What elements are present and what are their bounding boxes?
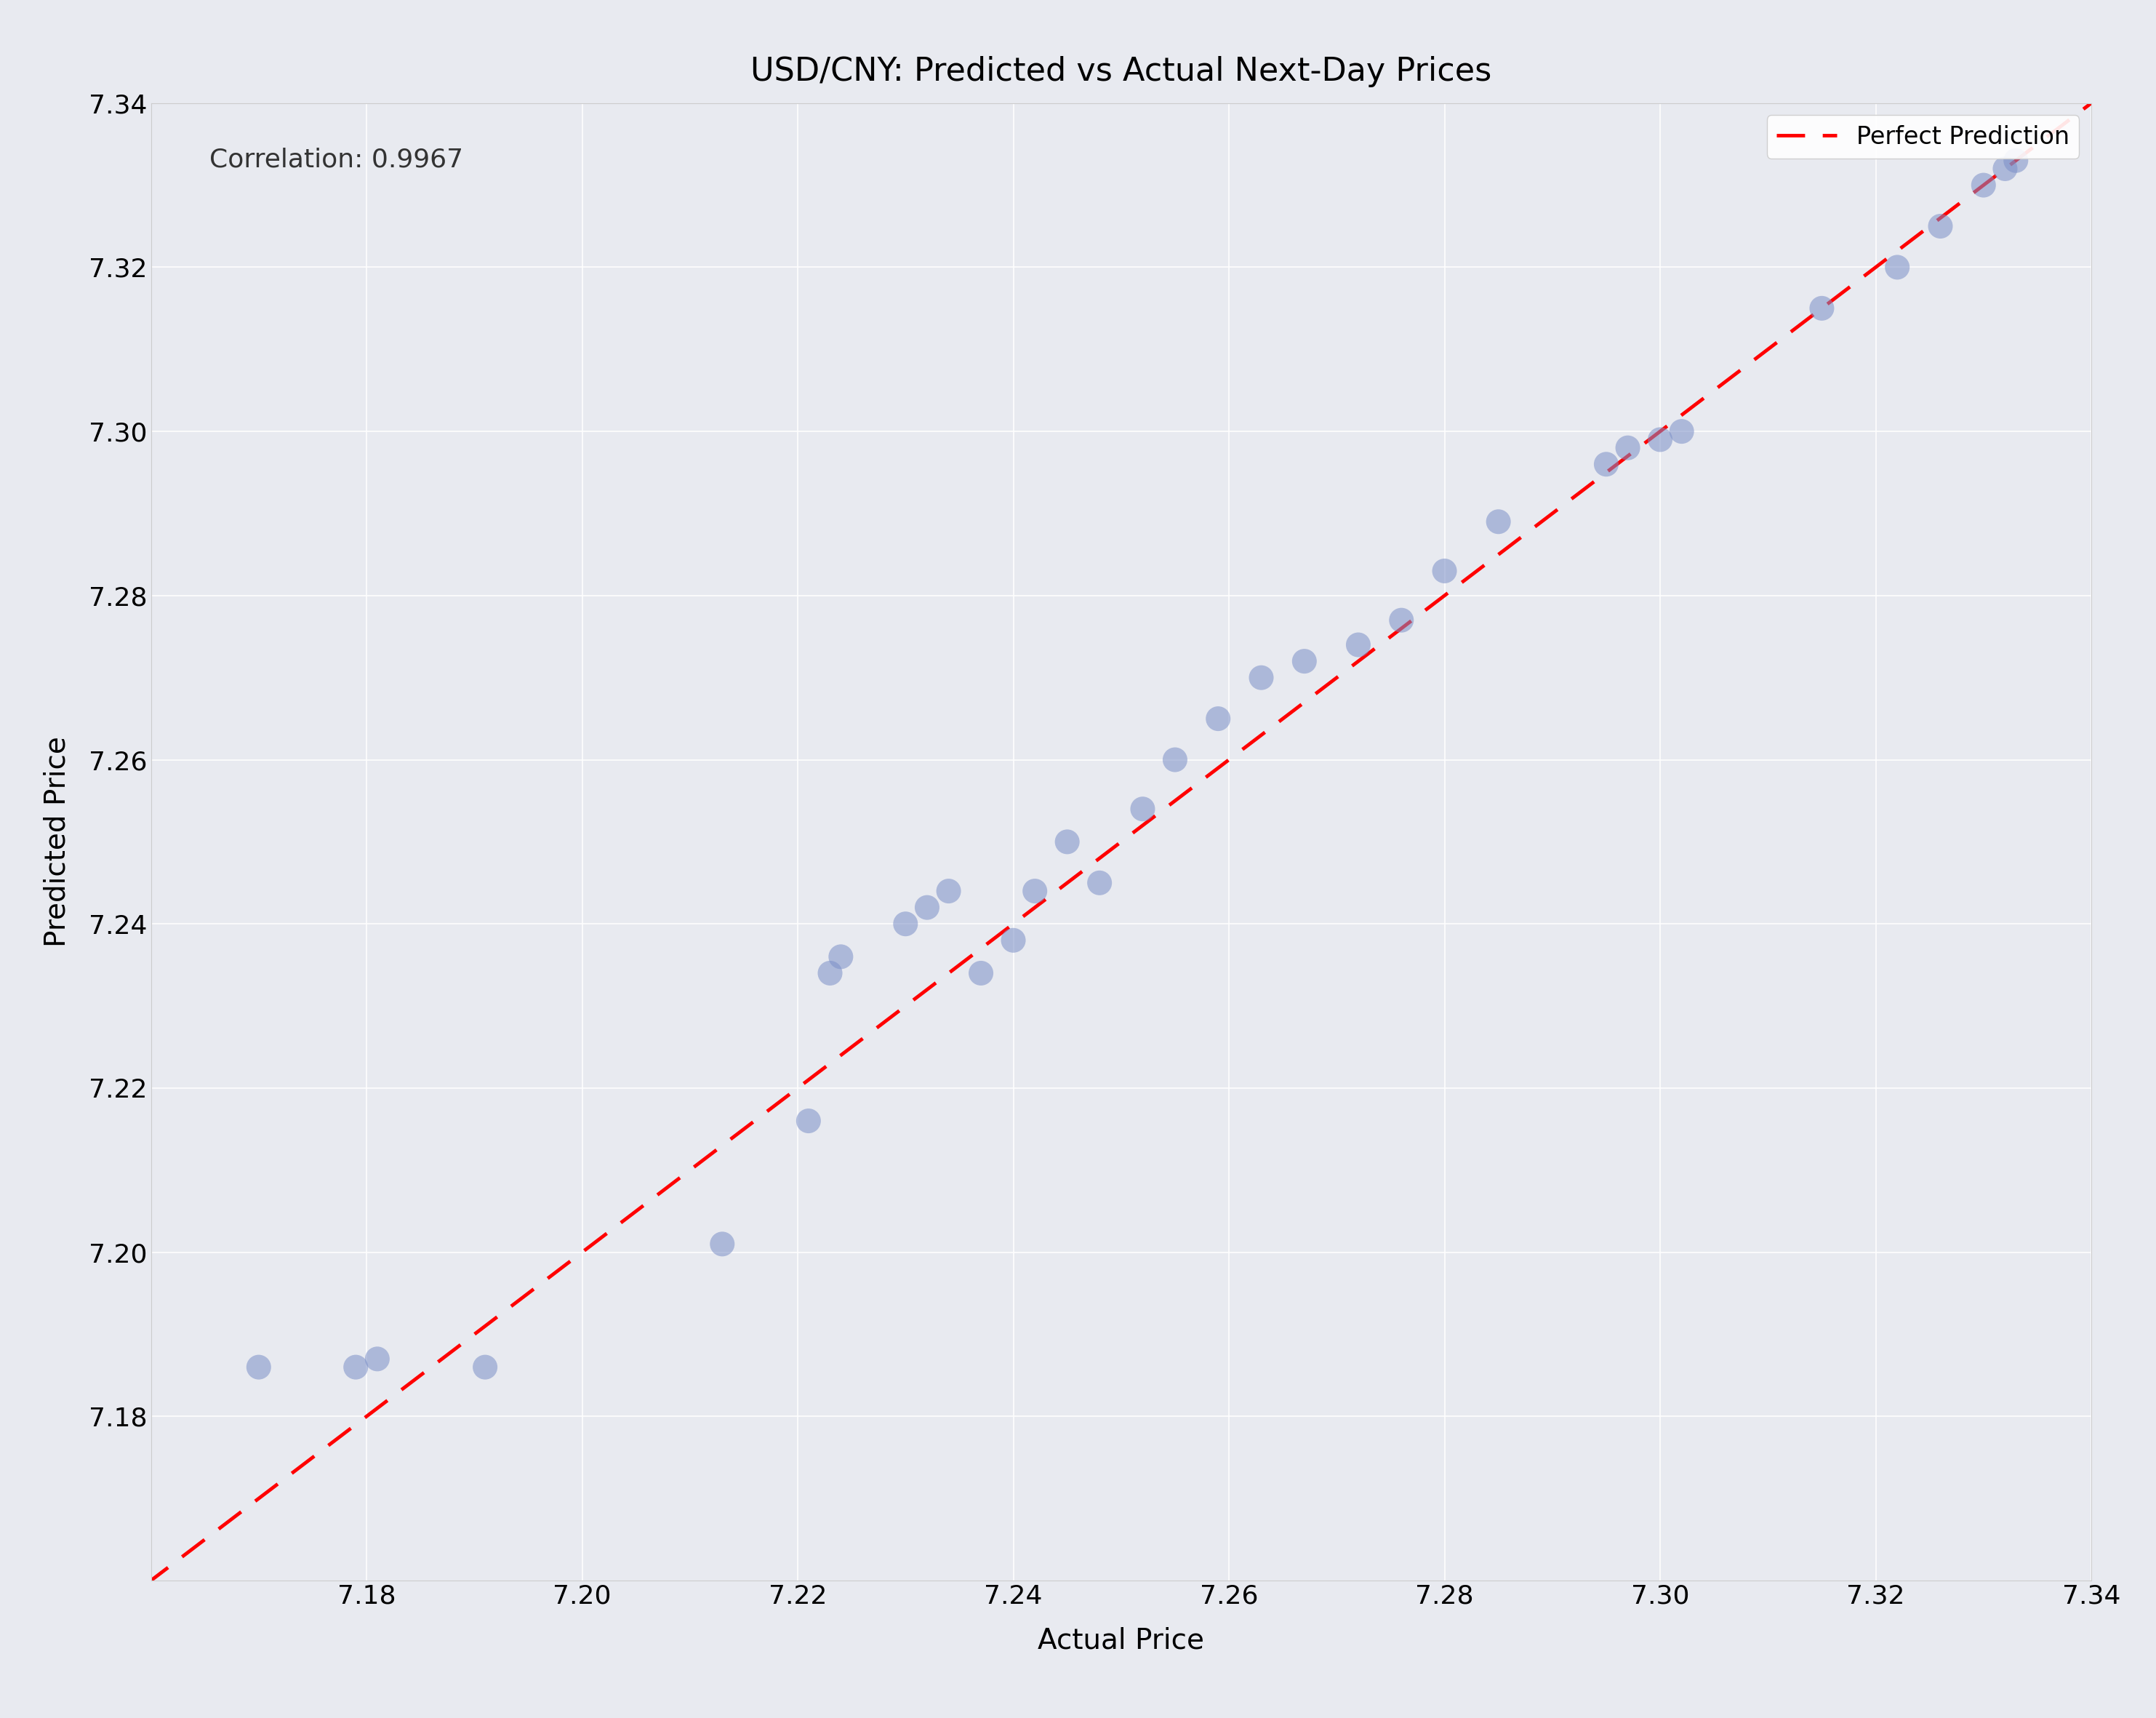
Point <box>1287 648 1322 675</box>
Point <box>813 959 847 986</box>
Legend: Perfect Prediction: Perfect Prediction <box>1766 115 2078 158</box>
Y-axis label: Predicted Price: Predicted Price <box>43 737 71 947</box>
Perfect Prediction <box>17 1661 43 1682</box>
Point <box>1384 606 1419 634</box>
Point <box>910 893 944 921</box>
Point <box>1589 450 1623 478</box>
Point <box>241 1354 276 1381</box>
X-axis label: Actual Price: Actual Price <box>1037 1627 1205 1654</box>
Point <box>1966 172 2001 199</box>
Title: USD/CNY: Predicted vs Actual Next-Day Prices: USD/CNY: Predicted vs Actual Next-Day Pr… <box>750 57 1492 88</box>
Point <box>1999 146 2033 174</box>
Point <box>360 1345 395 1373</box>
Point <box>1643 426 1677 454</box>
Point <box>1880 254 1915 282</box>
Point <box>1244 663 1279 691</box>
Point <box>1201 704 1235 732</box>
Perfect Prediction <box>554 1254 580 1275</box>
Point <box>888 911 923 938</box>
Point <box>1988 155 2022 182</box>
Point <box>705 1230 740 1258</box>
Point <box>1082 869 1117 897</box>
Point <box>1427 557 1462 584</box>
Text: Correlation: 0.9967: Correlation: 0.9967 <box>209 148 464 172</box>
Point <box>468 1354 502 1381</box>
Point <box>931 878 966 905</box>
Point <box>1125 795 1160 823</box>
Point <box>824 943 858 971</box>
Point <box>1018 878 1052 905</box>
Point <box>1158 746 1192 773</box>
Perfect Prediction <box>2091 82 2117 103</box>
Point <box>338 1354 373 1381</box>
Point <box>1805 294 1839 321</box>
Point <box>791 1106 826 1134</box>
Point <box>1341 631 1376 658</box>
Point <box>1050 828 1084 856</box>
Point <box>1664 417 1699 445</box>
Point <box>1923 213 1958 241</box>
Point <box>1611 435 1645 462</box>
Point <box>996 926 1031 953</box>
Point <box>1481 509 1516 536</box>
Point <box>964 959 998 986</box>
Perfect Prediction <box>65 1625 91 1646</box>
Perfect Prediction <box>364 1398 390 1419</box>
